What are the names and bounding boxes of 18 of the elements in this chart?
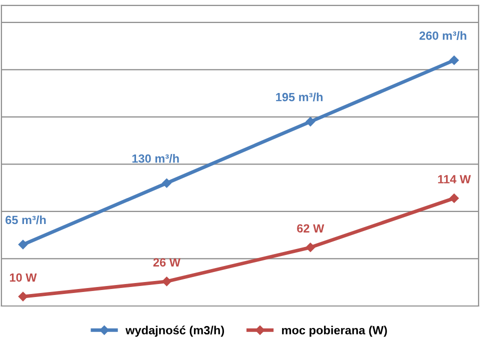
point: [306, 242, 316, 252]
data-label: 260 m³/h: [419, 31, 466, 40]
legend-label: wydajność (m3/h): [126, 326, 224, 337]
point: [450, 56, 459, 65]
point: [18, 292, 28, 302]
data-label: 65 m³/h: [6, 215, 46, 224]
point: [306, 117, 316, 126]
point: [162, 276, 172, 286]
point: [162, 178, 172, 188]
data-label: 195 m³/h: [276, 92, 323, 102]
point: [18, 240, 28, 250]
data-label: 10 W: [10, 273, 37, 282]
data-label: 114 W: [438, 175, 471, 184]
point: [450, 194, 459, 203]
legend-label: moc pobierana (W): [282, 326, 387, 337]
data-label: 62 W: [297, 224, 324, 233]
data-label: 130 m³/h: [132, 154, 179, 163]
data-label: 26 W: [153, 258, 180, 267]
